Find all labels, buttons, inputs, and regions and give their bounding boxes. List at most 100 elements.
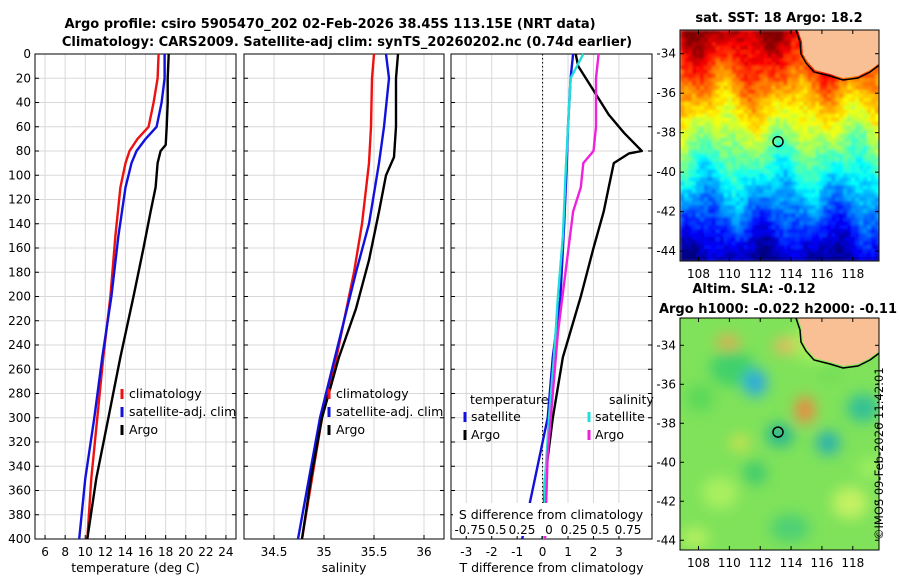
sst-cell: [703, 37, 709, 43]
sst-cell: [787, 177, 793, 182]
sst-cell: [799, 105, 804, 111]
sst-cell: [680, 149, 685, 155]
sst-cell: [815, 245, 820, 250]
sst-cell: [707, 241, 713, 246]
sst-cell: [819, 189, 824, 194]
sst-cell: [711, 53, 717, 59]
sst-cell: [755, 73, 761, 79]
sst-cell: [771, 105, 777, 111]
sst-cell: [751, 45, 757, 51]
sst-cell: [823, 101, 828, 107]
sst-cell: [759, 121, 765, 127]
sst-cell: [839, 225, 844, 230]
legend-label: Argo: [471, 427, 500, 442]
sst-cell: [759, 173, 765, 178]
sst-cell: [687, 53, 693, 59]
sst-cell: [855, 93, 860, 99]
sst-cell: [727, 137, 733, 143]
sst-cell: [743, 33, 749, 39]
sst-cell: [815, 169, 820, 174]
sst-cell: [835, 209, 840, 214]
sst-cell: [699, 73, 705, 79]
sst-cell: [719, 93, 725, 99]
sst-cell: [723, 109, 729, 115]
sst-map-panel: sat. SST: 18 Argo: 18.2 108 110 112 114 116 1…: [656, 11, 880, 281]
temp-series-climatology: [86, 53, 160, 540]
sst-cell: [783, 33, 789, 39]
sst-cell: [743, 141, 749, 147]
sst-cell: [683, 225, 689, 230]
sst-cell: [831, 117, 836, 123]
sst-cell: [795, 113, 800, 119]
sst-cell: [847, 225, 852, 230]
sst-cell: [867, 237, 872, 242]
sst-cell: [763, 93, 769, 99]
sst-cell: [707, 217, 713, 222]
sst-cell: [815, 113, 820, 119]
sst-cell: [839, 137, 844, 143]
sst-cell: [791, 213, 797, 218]
sst-cell: [739, 97, 745, 103]
sst-cell: [827, 233, 832, 238]
sst-cell: [867, 221, 872, 226]
sst-cell: [711, 65, 717, 71]
argo-location-marker-sst: [772, 135, 784, 148]
sst-cell: [851, 137, 856, 143]
sst-cell: [859, 205, 864, 210]
sst-cell: [859, 181, 864, 186]
sst-cell: [807, 253, 812, 258]
sst-cell: [843, 89, 848, 95]
x-tick-label: 16: [138, 545, 153, 559]
sst-cell: [711, 77, 717, 83]
sst-cell: [783, 161, 789, 167]
sst-cell: [747, 217, 753, 222]
sst-cell: [755, 173, 761, 178]
sst-cell: [680, 133, 685, 139]
sst-cell: [783, 77, 789, 83]
sst-cell: [683, 49, 689, 55]
sst-cell: [843, 101, 848, 107]
sst-cell: [680, 193, 685, 198]
sst-cell: [747, 141, 753, 147]
sst-cell: [707, 245, 713, 250]
sst-cell: [831, 125, 836, 131]
sst-cell: [847, 245, 852, 250]
sst-cell: [699, 109, 705, 115]
sst-cell: [763, 157, 769, 163]
sst-cell: [719, 145, 725, 151]
sal-series-satellite-adj-clim: [296, 53, 391, 540]
legend-label: satellite-adj. clim: [129, 404, 236, 419]
sst-cell: [775, 101, 781, 107]
sst-cell: [807, 165, 812, 170]
sst-cell: [739, 253, 745, 258]
sst-cell: [791, 165, 797, 170]
sst-cell: [783, 241, 789, 246]
sst-cell: [847, 249, 852, 254]
sst-cell: [835, 77, 840, 83]
sst-cell: [823, 177, 828, 182]
sst-cell: [711, 221, 717, 226]
x-tick-label: 18: [158, 545, 173, 559]
sst-cell: [799, 149, 804, 155]
sst-cell: [727, 113, 733, 119]
sst-cell: [783, 257, 789, 261]
sst-cell: [699, 137, 705, 143]
sst-cell: [807, 213, 812, 218]
sst-cell: [767, 49, 773, 55]
sst-cell: [787, 69, 793, 75]
sst-cell: [823, 209, 828, 214]
sst-cell: [779, 109, 785, 115]
sst-cell: [687, 30, 693, 35]
sst-cell: [771, 189, 777, 194]
sst-cell: [875, 81, 879, 87]
sst-cell: [695, 133, 701, 139]
sst-cell: [683, 177, 689, 182]
sst-cell: [875, 125, 879, 131]
sst-cell: [699, 169, 705, 174]
x-tick-label: 22: [198, 545, 213, 559]
sst-cell: [787, 229, 793, 234]
sst-cell: [779, 225, 785, 230]
sst-cell: [819, 69, 824, 75]
sst-cell: [775, 97, 781, 103]
sst-cell: [799, 77, 804, 83]
